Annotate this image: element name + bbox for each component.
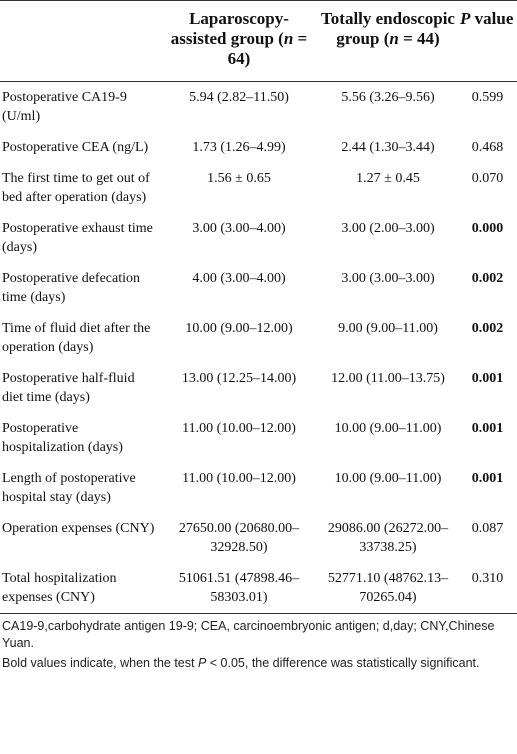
p-value: 0.002 xyxy=(471,271,504,286)
table-row: Postoperative CA19-9 (U/ml) 5.94 (2.82–11… xyxy=(0,82,517,133)
cell: 51061.51 (47898.46–58303.01) xyxy=(178,571,300,605)
cell: 13.00 (12.25–14.00) xyxy=(181,371,297,386)
table-row: The first time to get out of bed after o… xyxy=(0,163,517,213)
header-cell xyxy=(0,0,160,82)
text-part: = 44) xyxy=(398,29,440,48)
p-value: 0.310 xyxy=(471,571,504,586)
table-row: Postoperative CEA (ng/L) 1.73 (1.26–4.99)… xyxy=(0,132,517,163)
p-value: 0.599 xyxy=(471,90,504,105)
table-row: Postoperative defecation time (days) 4.00… xyxy=(0,263,517,313)
text-part: n xyxy=(283,29,294,48)
row-label: Postoperative exhaust time (days) xyxy=(2,221,153,255)
p-value: 0.468 xyxy=(471,140,504,155)
row-label: Operation expenses (CNY) xyxy=(2,521,155,536)
cell: 27650.00 (20680.00–32928.50) xyxy=(178,521,300,555)
cell: 5.94 (2.82–11.50) xyxy=(189,90,289,105)
table-body: Postoperative CA19-9 (U/ml) 5.94 (2.82–11… xyxy=(0,82,517,614)
cell: 1.56 ± 0.65 xyxy=(207,171,271,186)
cell: 2.44 (1.30–3.44) xyxy=(341,140,435,155)
row-label: Postoperative half-fluid diet time (days… xyxy=(2,371,135,405)
cell: 10.00 (9.00–11.00) xyxy=(334,421,442,436)
table-row: Postoperative hospitalization (days) 11.0… xyxy=(0,413,517,463)
row-label: Length of postoperative hospital stay (d… xyxy=(2,471,136,505)
cell: 4.00 (3.00–4.00) xyxy=(192,271,286,286)
header-cell: Totally endoscopic group (n = 44) xyxy=(318,0,458,82)
table-row: Time of fluid diet after the operation (… xyxy=(0,313,517,363)
footnote: CA19-9,carbohydrate antigen 19-9; CEA, c… xyxy=(2,618,515,652)
text-part: Totally endoscopic group ( xyxy=(321,9,455,48)
header-row: Laparoscopy-assisted group (n = 64) Total… xyxy=(0,0,517,82)
text-part: P xyxy=(460,9,471,28)
cell: 3.00 (3.00–3.00) xyxy=(341,271,435,286)
cell: 3.00 (3.00–4.00) xyxy=(192,221,286,236)
cell: 10.00 (9.00–11.00) xyxy=(334,471,442,486)
row-label: Postoperative defecation time (days) xyxy=(2,271,141,305)
p-value: 0.000 xyxy=(471,221,504,236)
header-cell: Laparoscopy-assisted group (n = 64) xyxy=(160,0,318,82)
p-value: 0.070 xyxy=(471,171,504,186)
footnote: Bold values indicate, when the test P < … xyxy=(2,655,515,672)
text-part: = 64) xyxy=(227,29,308,68)
footnotes: CA19-9,carbohydrate antigen 19-9; CEA, c… xyxy=(0,614,517,672)
cell: 9.00 (9.00–11.00) xyxy=(338,321,438,336)
data-table: Laparoscopy-assisted group (n = 64) Total… xyxy=(0,0,517,614)
text-part: < 0.05, the difference was statistically… xyxy=(206,656,480,670)
cell: 11.00 (10.00–12.00) xyxy=(182,421,296,436)
table-row: Operation expenses (CNY) 27650.00 (20680.… xyxy=(0,513,517,563)
header-cell: P value xyxy=(458,0,517,82)
cell: 11.00 (10.00–12.00) xyxy=(182,471,296,486)
p-value: 0.002 xyxy=(471,321,504,336)
cell: 1.73 (1.26–4.99) xyxy=(192,140,286,155)
row-label: Time of fluid diet after the operation (… xyxy=(2,321,151,355)
text-part: P xyxy=(197,656,207,670)
row-label: Postoperative CEA (ng/L) xyxy=(2,140,149,155)
cell: 1.27 ± 0.45 xyxy=(356,171,420,186)
table-row: Postoperative exhaust time (days) 3.00 (3… xyxy=(0,213,517,263)
p-value: 0.001 xyxy=(471,421,504,436)
text-part: n xyxy=(389,29,399,48)
p-value: 0.001 xyxy=(471,371,504,386)
cell: 3.00 (2.00–3.00) xyxy=(341,221,435,236)
table-row: Total hospitalization expenses (CNY) 5106… xyxy=(0,563,517,614)
text-part: Bold values indicate, when the test xyxy=(2,656,198,670)
text-part: CA19-9,carbohydrate antigen 19-9; CEA, c… xyxy=(2,619,495,650)
text-part: Laparoscopy-assisted group ( xyxy=(170,9,289,48)
row-label: Total hospitalization expenses (CNY) xyxy=(2,571,117,605)
cell: 29086.00 (26272.00–33738.25) xyxy=(327,521,449,555)
p-value: 0.087 xyxy=(471,521,504,536)
p-value: 0.001 xyxy=(471,471,504,486)
cell: 52771.10 (48762.13–70265.04) xyxy=(327,571,449,605)
table-row: Length of postoperative hospital stay (d… xyxy=(0,463,517,513)
cell: 12.00 (11.00–13.75) xyxy=(331,371,445,386)
cell: 10.00 (9.00–12.00) xyxy=(185,321,293,336)
cell: 5.56 (3.26–9.56) xyxy=(341,90,435,105)
row-label: The first time to get out of bed after o… xyxy=(2,171,150,205)
row-label: Postoperative hospitalization (days) xyxy=(2,421,123,455)
table-row: Postoperative half-fluid diet time (days… xyxy=(0,363,517,413)
row-label: Postoperative CA19-9 (U/ml) xyxy=(2,90,127,124)
text-part: value xyxy=(470,9,514,28)
